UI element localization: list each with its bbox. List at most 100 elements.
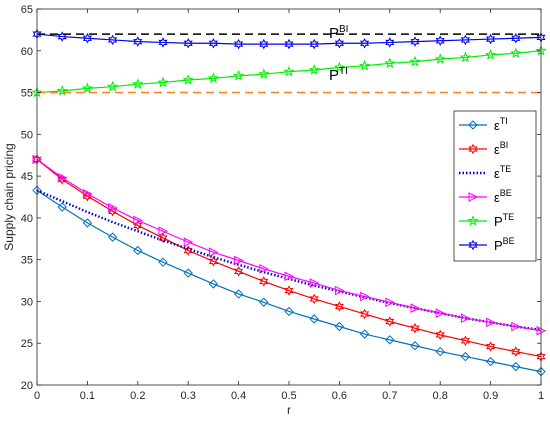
data-point-p-te [232, 69, 245, 81]
x-tick-label: 0.1 [80, 390, 95, 402]
data-point-epsilon-be [435, 308, 446, 318]
data-point-epsilon-be [259, 264, 269, 274]
data-point-p-te [308, 64, 320, 75]
data-point-epsilon-bi [259, 276, 269, 287]
y-tick-label: 35 [21, 255, 33, 267]
data-point-p-be [385, 37, 395, 48]
data-point-epsilon-ti [158, 257, 168, 267]
data-point-p-te [283, 65, 295, 77]
x-tick-label: 0.5 [281, 390, 296, 402]
data-point-p-te [358, 59, 371, 71]
data-point-epsilon-be [486, 317, 496, 328]
data-point-epsilon-ti [183, 268, 193, 278]
data-point-epsilon-bi [284, 285, 294, 296]
data-point-p-be [309, 38, 319, 50]
x-tick-label: 1 [538, 390, 544, 402]
data-point-p-te [56, 84, 68, 96]
x-tick-label: 0 [34, 390, 40, 402]
y-axis-label: Supply chain pricing [2, 143, 16, 250]
data-point-epsilon-ti [208, 279, 219, 289]
data-point-epsilon-ti [359, 329, 370, 339]
data-point-p-be [208, 37, 218, 49]
data-point-epsilon-be [234, 255, 244, 266]
data-point-epsilon-ti [284, 306, 294, 317]
data-point-epsilon-be [309, 278, 320, 288]
legend-label-p-be: PBE [494, 236, 515, 253]
data-point-epsilon-be [108, 203, 118, 213]
data-point-epsilon-ti [107, 232, 118, 242]
y-tick-label: 40 [21, 213, 33, 225]
data-point-p-te [484, 49, 497, 60]
y-tick-label: 30 [21, 296, 33, 308]
data-point-p-te [81, 82, 94, 94]
data-point-epsilon-ti [82, 218, 93, 228]
data-point-epsilon-bi [158, 232, 168, 244]
data-point-epsilon-be [511, 321, 521, 332]
x-tick-label: 0.3 [181, 390, 196, 402]
data-point-p-te [157, 76, 169, 88]
data-point-epsilon-bi [234, 266, 244, 277]
data-point-p-te [333, 61, 346, 73]
data-point-p-te [434, 53, 446, 64]
legend-marker-epsilon-ti [468, 120, 478, 130]
data-point-p-te [384, 57, 396, 69]
data-point-epsilon-bi [334, 301, 344, 312]
data-point-epsilon-be [158, 226, 169, 237]
y-tick-label: 55 [21, 88, 33, 100]
data-point-epsilon-ti [57, 202, 67, 212]
data-point-epsilon-bi [360, 308, 370, 320]
data-point-epsilon-bi [410, 322, 420, 334]
data-point-p-be [435, 35, 445, 47]
series-line-epsilon-be [36, 158, 542, 332]
data-point-epsilon-be [208, 247, 219, 257]
data-point-epsilon-be [360, 291, 370, 302]
data-point-epsilon-ti [485, 356, 496, 367]
data-point-epsilon-ti [309, 314, 319, 324]
x-tick-label: 0.4 [231, 390, 246, 402]
reference-label-p-bi: PBI [329, 24, 348, 42]
data-point-epsilon-ti [259, 297, 269, 307]
reference-line-labels: PBI PTI [329, 24, 348, 84]
data-point-p-be [158, 37, 168, 48]
x-tick-label: 0.2 [130, 390, 145, 402]
data-point-p-be [108, 34, 118, 46]
data-point-p-be [511, 32, 521, 44]
legend-marker-epsilon-be [468, 192, 479, 202]
data-point-p-te [207, 72, 220, 84]
series-line-p-te [36, 50, 542, 94]
legend-marker-p-te [467, 215, 479, 226]
data-point-p-be [460, 34, 470, 46]
data-point-epsilon-ti [233, 289, 244, 299]
data-point-epsilon-bi [385, 316, 395, 327]
data-point-epsilon-be [284, 271, 295, 282]
data-point-p-be [183, 37, 193, 49]
legend-label-epsilon-be: εBE [494, 188, 512, 205]
legend-label-p-te: PTE [494, 212, 514, 229]
series-layer [31, 28, 547, 377]
data-point-p-te [106, 80, 119, 92]
data-point-epsilon-ti [460, 351, 471, 362]
x-tick-label: 0.7 [382, 390, 397, 402]
legend-marker-epsilon-bi [468, 143, 478, 155]
data-point-p-te [182, 74, 194, 85]
series-line-epsilon-ti [36, 189, 542, 373]
y-tick-label: 50 [21, 129, 33, 141]
data-point-p-be [284, 38, 294, 50]
legend-box [453, 110, 537, 262]
data-point-epsilon-be [460, 313, 471, 323]
data-point-epsilon-ti [385, 335, 395, 345]
data-point-p-be [486, 33, 496, 45]
reference-lines [37, 33, 541, 94]
y-tick-label: 20 [21, 380, 33, 392]
data-point-epsilon-bi [511, 346, 521, 357]
data-point-epsilon-be [183, 237, 194, 247]
y-tick-label: 45 [21, 171, 33, 183]
series-p-te [31, 44, 547, 98]
series-line-epsilon-bi [36, 158, 542, 358]
data-point-epsilon-ti [511, 361, 521, 372]
legend-marker-p-be [468, 239, 478, 251]
data-point-epsilon-ti [334, 321, 345, 332]
legend-label-epsilon-bi: εBI [494, 140, 508, 157]
data-point-epsilon-bi [435, 329, 445, 341]
